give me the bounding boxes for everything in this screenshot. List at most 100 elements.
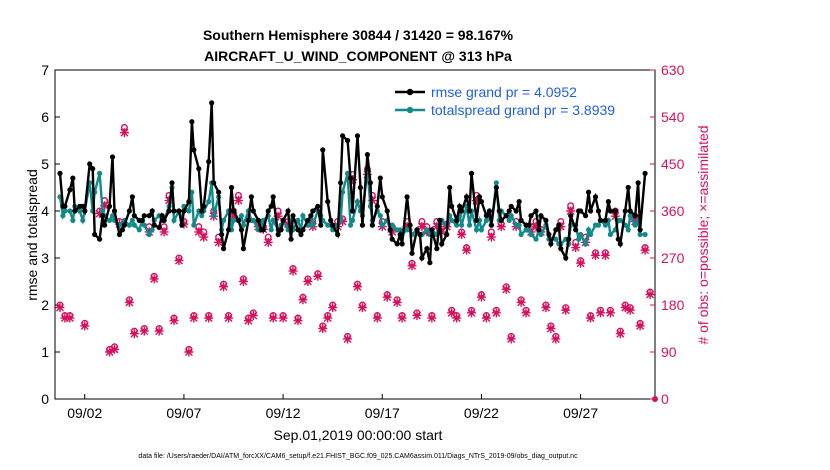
rmse-line-marker bbox=[146, 213, 152, 219]
rmse-line-marker bbox=[384, 208, 390, 214]
obs-assimilated-marker bbox=[80, 321, 90, 331]
obs-assimilated-marker bbox=[551, 334, 561, 344]
rmse-line-marker bbox=[344, 137, 351, 144]
rmse-line-marker bbox=[225, 227, 232, 233]
obs-assimilated-marker bbox=[283, 219, 293, 229]
rmse-line-marker bbox=[528, 213, 534, 219]
rmse-line-marker bbox=[219, 231, 225, 238]
rmse-line-marker bbox=[268, 203, 274, 209]
totalspread-line-marker bbox=[238, 213, 245, 219]
obs-assimilated-marker bbox=[486, 232, 496, 242]
y-tick-label-right: 450 bbox=[661, 156, 685, 172]
rmse-line-marker bbox=[597, 217, 604, 223]
rmse-line-marker bbox=[278, 227, 284, 233]
obs-assimilated-marker bbox=[144, 227, 154, 237]
rmse-line-marker bbox=[463, 194, 470, 200]
rmse-line bbox=[58, 102, 647, 263]
rmse-line-marker bbox=[201, 203, 207, 209]
x-tick-label: 09/07 bbox=[166, 405, 201, 421]
totalspread-line-marker bbox=[129, 217, 135, 223]
obs-assimilated-marker bbox=[496, 222, 506, 232]
totalspread-line-marker bbox=[186, 208, 192, 214]
totalspread-line-marker bbox=[518, 231, 524, 238]
rmse-line-marker bbox=[409, 250, 415, 256]
obs-assimilated-marker bbox=[541, 303, 551, 313]
obs-assimilated-marker bbox=[154, 326, 164, 336]
rmse-line-marker bbox=[111, 208, 118, 214]
rmse-line-marker bbox=[298, 231, 304, 238]
rmse-line-marker bbox=[349, 208, 356, 214]
rmse-line-marker bbox=[627, 208, 633, 214]
totalspread-line-marker bbox=[533, 236, 539, 242]
obs-assimilated-marker bbox=[357, 303, 367, 313]
y-tick-label-left: 4 bbox=[41, 203, 49, 219]
rmse-line-marker bbox=[642, 170, 648, 176]
obs-assimilated-marker bbox=[328, 303, 338, 313]
legend-marker bbox=[406, 88, 414, 96]
obs-assimilated-marker bbox=[105, 347, 115, 357]
rmse-line-marker bbox=[240, 246, 247, 252]
rmse-line-marker bbox=[149, 208, 155, 214]
rmse-line-marker bbox=[320, 147, 326, 153]
rmse-line-marker bbox=[121, 222, 128, 228]
obs-assimilated-marker bbox=[516, 297, 526, 307]
obs-assimilated-marker bbox=[55, 303, 65, 313]
rmse-line-marker bbox=[347, 175, 354, 181]
rmse-line-marker bbox=[181, 208, 187, 214]
obs-assimilated-marker bbox=[189, 313, 199, 323]
totalspread-line-marker bbox=[250, 217, 256, 223]
rmse-line-marker bbox=[57, 170, 63, 176]
totalspread-line-marker bbox=[206, 199, 212, 205]
obs-assimilated-marker bbox=[184, 347, 194, 357]
obs-assimilated-marker bbox=[417, 222, 427, 232]
totalspread-line-marker bbox=[449, 217, 455, 223]
y-tick-label-left: 3 bbox=[41, 250, 49, 266]
obs-assimilated-marker bbox=[110, 344, 120, 354]
totalspread-line-marker bbox=[632, 222, 638, 228]
rmse-line-marker bbox=[211, 180, 217, 186]
rmse-line-marker bbox=[97, 236, 103, 242]
obs-assimilated-marker bbox=[645, 290, 655, 300]
obs-assimilated-marker bbox=[174, 256, 184, 266]
obs-assimilated-marker bbox=[481, 313, 491, 323]
obs-assimilated-marker bbox=[194, 227, 204, 237]
rmse-line-marker bbox=[359, 222, 366, 228]
totalspread-line-marker bbox=[240, 222, 247, 228]
obs-assimilated-marker bbox=[625, 305, 635, 315]
y-tick-label-right: 360 bbox=[661, 203, 685, 219]
rmse-line-marker bbox=[228, 184, 235, 191]
rmse-line-marker bbox=[82, 208, 88, 214]
obs-assimilated-marker bbox=[571, 243, 581, 253]
obs-assimilated-marker bbox=[129, 329, 139, 339]
obs-assimilated-marker bbox=[501, 284, 511, 294]
y-tick-label-left: 7 bbox=[41, 62, 49, 78]
totalspread-line-marker bbox=[454, 222, 460, 228]
rmse-line-marker bbox=[483, 213, 490, 219]
rmse-line-marker bbox=[585, 189, 592, 195]
obs-assimilated-marker bbox=[412, 310, 422, 320]
totalspread-line-marker bbox=[126, 222, 132, 228]
rmse-line-marker bbox=[179, 222, 185, 228]
rmse-line-marker bbox=[543, 217, 549, 223]
obs-assimilated-marker bbox=[60, 313, 70, 323]
rmse-line-marker bbox=[367, 180, 373, 186]
rmse-line-marker bbox=[245, 217, 251, 223]
obs-assimilated-marker bbox=[372, 313, 382, 323]
obs-assimilated-marker bbox=[382, 292, 392, 302]
totalspread-line-marker bbox=[379, 222, 385, 228]
y-tick-label-right: 270 bbox=[661, 250, 685, 266]
rmse-line-marker bbox=[473, 217, 480, 223]
rmse-line-marker bbox=[518, 217, 524, 223]
obs-assimilated-marker bbox=[566, 206, 576, 216]
rmse-line-marker bbox=[454, 217, 460, 223]
obs-assimilated-marker bbox=[224, 313, 234, 323]
totalspread-line-marker bbox=[607, 231, 613, 238]
rmse-line-marker bbox=[478, 199, 485, 205]
rmse-line-marker bbox=[498, 217, 504, 223]
rmse-line-marker bbox=[397, 231, 403, 238]
rmse-line-marker bbox=[516, 199, 522, 205]
rmse-line-marker bbox=[67, 187, 73, 193]
rmse-line-marker bbox=[538, 213, 544, 219]
rmse-line-marker bbox=[305, 217, 311, 223]
rmse-line-marker bbox=[447, 184, 453, 191]
